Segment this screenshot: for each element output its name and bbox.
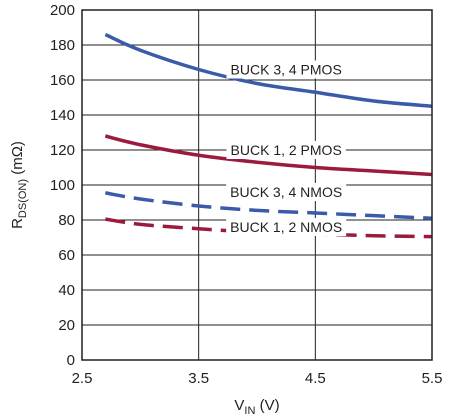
y-tick-label: 40 [58,282,75,299]
series-label: BUCK 1, 2 NMOS [230,219,342,235]
y-axis-title-main: R [9,218,26,229]
x-tick-label: 3.5 [188,370,209,387]
y-axis-title-sub: DS(ON) [17,179,29,218]
y-tick-label: 120 [50,142,75,159]
series-label-background [226,141,346,159]
series-lines [104,32,433,239]
x-axis-title-main: V [234,397,244,414]
series-label: BUCK 1, 2 PMOS [231,142,342,158]
y-axis-title-unit: (mΩ) [9,141,26,179]
y-tick-label: 80 [58,212,75,229]
y-tick-label: 0 [67,352,75,369]
x-axis-title-unit: (V) [255,397,279,414]
series-label: BUCK 3, 4 NMOS [230,184,342,200]
x-axis-title-sub: IN [244,405,255,417]
y-tick-label: 60 [58,247,75,264]
x-tick-label: 2.5 [72,370,93,387]
x-tick-label: 4.5 [305,370,326,387]
y-tick-label: 180 [50,37,75,54]
series-labels: BUCK 3, 4 PMOS BUCK 1, 2 PMOS BUCK 3, 4 NM… [226,60,347,236]
series-label-background [226,183,347,201]
y-tick-label: 160 [50,72,75,89]
series-label-background [226,218,347,236]
series-line [104,32,433,108]
series-line [104,134,433,177]
series-line [105,191,433,220]
series-label-background [226,60,346,79]
series-label: BUCK 3, 4 PMOS [231,62,342,78]
x-tick-label: 5.5 [422,370,443,387]
y-tick-label: 200 [50,2,75,19]
y-tick-label: 100 [50,177,75,194]
y-tick-label: 140 [50,107,75,124]
tick-labels: 0 20 40 60 80 100 120 140 160 180 200 2.5 3.5 4.5 5.5 [50,2,442,387]
plot-frame [81,9,433,361]
y-axis-title: RDS(ON) (mΩ) [9,141,29,229]
x-axis-title: VIN (V) [234,397,279,417]
y-tick-label: 20 [58,317,75,334]
